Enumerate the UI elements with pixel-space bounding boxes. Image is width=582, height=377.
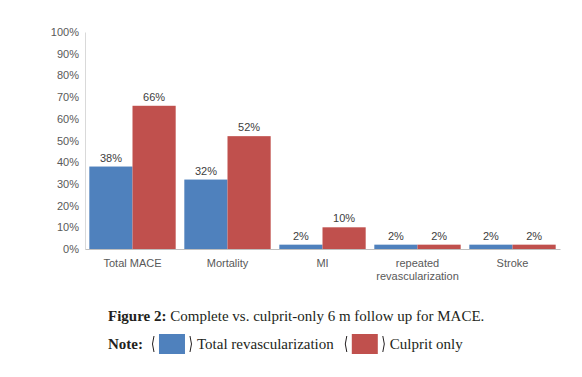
bar: [279, 245, 322, 249]
bar: [418, 245, 461, 249]
title-part: Complete vs. culprit-only 6 m follow up …: [166, 308, 484, 324]
y-tick: 100%: [51, 26, 85, 38]
y-tick-label: 100%: [51, 26, 79, 38]
legend-bracket: [345, 336, 347, 352]
legend-note: Note:: [108, 336, 143, 352]
x-tick: repeatedrevascularization: [376, 249, 459, 282]
bar: [513, 245, 556, 249]
data-label: 2%: [388, 230, 404, 242]
title: Figure 2: Complete vs. culprit-only 6 m …: [108, 308, 484, 324]
data-label: 52%: [238, 121, 260, 133]
y-tick-label: 90%: [57, 48, 79, 60]
data-label: 32%: [195, 165, 217, 177]
bar: [374, 245, 417, 249]
y-tick: 80%: [57, 69, 85, 81]
data-label: 2%: [431, 230, 447, 242]
bar: [184, 180, 227, 249]
x-tick-label: MI: [316, 257, 328, 269]
x-tick-label: repeatedrevascularization: [376, 257, 459, 282]
bar: [469, 245, 512, 249]
data-label: 38%: [100, 152, 122, 164]
legend-bracket: [383, 336, 385, 352]
y-axis: 0% 10% 20% 30% 40% 50% 60% 70% 80% 90% 100%: [51, 26, 86, 255]
y-tick-label: 70%: [57, 91, 79, 103]
y-tick-label: 0%: [63, 243, 79, 255]
data-labels: 38% 32% 2% 2% 2% 66% 52% 10% 2% 2%: [100, 91, 542, 242]
x-tick-label: Stroke: [497, 257, 529, 269]
y-axis-line: [85, 33, 86, 250]
data-label: 10%: [333, 212, 355, 224]
bar: [228, 136, 271, 249]
data-label: 66%: [143, 91, 165, 103]
y-tick: 70%: [57, 91, 85, 103]
x-tick: Total MACE: [103, 249, 161, 269]
chart: 0% 10% 20% 30% 40% 50% 60% 70% 80% 90% 100% Total M…: [0, 0, 582, 377]
data-label: 2%: [483, 230, 499, 242]
data-label: 2%: [293, 230, 309, 242]
y-tick-label: 40%: [57, 156, 79, 168]
legend-label: Culprit only: [390, 336, 463, 352]
bar: [89, 167, 132, 249]
x-tick: Stroke: [497, 249, 529, 269]
x-tick-label-line: repeated: [396, 257, 439, 269]
y-tick-label: 80%: [57, 69, 79, 81]
y-tick-label: 20%: [57, 200, 79, 212]
title-part: Figure 2:: [108, 308, 166, 324]
bar: [323, 227, 366, 249]
data-label: 2%: [526, 230, 542, 242]
y-tick: 50%: [57, 135, 85, 147]
x-axis-line: [86, 249, 561, 250]
x-tick-label: Mortality: [207, 257, 249, 269]
x-tick: Mortality: [207, 249, 249, 269]
y-tick: 30%: [57, 178, 85, 190]
y-tick-label: 30%: [57, 178, 79, 190]
x-tick: MI: [316, 249, 328, 269]
y-tick: 90%: [57, 48, 85, 60]
y-tick-label: 60%: [57, 113, 79, 125]
legend-bracket: [152, 336, 154, 352]
x-tick-label: Total MACE: [103, 257, 161, 269]
legend-label: Total revascularization: [197, 336, 334, 352]
bar: [133, 106, 176, 249]
y-tick: 20%: [57, 200, 85, 212]
y-tick-label: 10%: [57, 221, 79, 233]
legend: Note: Total revascularization Culprit only: [108, 334, 463, 354]
legend-swatch: [159, 334, 185, 354]
y-tick: 0%: [63, 243, 85, 255]
x-tick-label-line: revascularization: [376, 270, 459, 282]
y-tick-label: 50%: [57, 135, 79, 147]
y-tick: 10%: [57, 221, 85, 233]
x-axis: Total MACE Mortality MI repeatedrevasculari…: [86, 249, 561, 282]
legend-swatch: [352, 334, 378, 354]
y-tick: 60%: [57, 113, 85, 125]
bars: [89, 106, 555, 249]
y-tick: 40%: [57, 156, 85, 168]
legend-bracket: [190, 336, 192, 352]
